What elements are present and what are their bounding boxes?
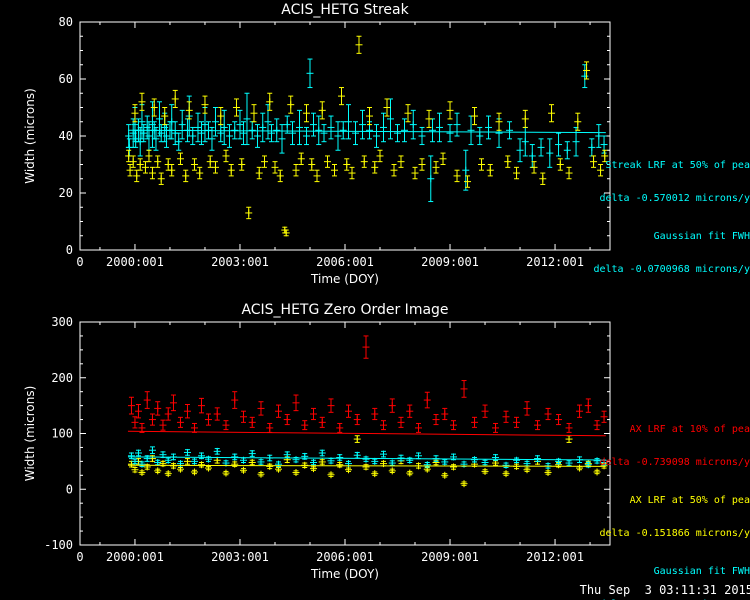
annotation-line: AX LRF at 50% of peak [629,495,750,506]
annotation-line: delta -0.739098 microns/yr [599,457,750,468]
fit-line [127,129,606,134]
zero-order-fit-annotations: AX LRF at 10% of peak delta -0.739098 mi… [599,402,750,600]
tick-labels: 0 2000:001 2003:001 2006:001 2009:001 2012:00… [59,15,584,269]
svg-text:60: 60 [59,72,73,86]
svg-text:0: 0 [66,243,73,257]
svg-text:-100: -100 [44,538,73,552]
annotation-line: Gaussian fit FWHM [653,231,750,242]
y-axis-label: Width (microns) [23,386,37,482]
chart-title: ACIS_HETG Zero Order Image [241,302,448,318]
axis-ticks [79,21,610,251]
chart-streak: 0 2000:001 2003:001 2006:001 2009:001 2012:00… [23,2,611,286]
svg-text:2009:001: 2009:001 [421,550,479,564]
svg-text:300: 300 [51,315,73,329]
svg-text:40: 40 [59,129,73,143]
annotation-line: delta -0.0700968 microns/yr [593,264,750,275]
annotation-line: Streak LRF at 50% of peak [605,160,750,171]
fit-line [127,456,606,461]
svg-text:0: 0 [76,550,83,564]
svg-text:2012:001: 2012:001 [526,255,584,269]
svg-text:2003:001: 2003:001 [211,255,269,269]
streak-fit-annotations: Streak LRF at 50% of peak delta -0.57001… [593,138,750,297]
svg-text:2006:001: 2006:001 [316,255,374,269]
svg-text:0: 0 [76,255,83,269]
svg-text:2012:001: 2012:001 [526,550,584,564]
svg-text:2000:001: 2000:001 [106,255,164,269]
svg-text:2006:001: 2006:001 [316,550,374,564]
y-axis-label: Width (microns) [23,88,37,184]
annotation-line: AX LRF at 10% of peak [629,424,750,435]
x-axis-label: Time (DOY) [310,567,379,581]
annotation-line: Gaussian fit FWHM [653,566,750,577]
svg-text:0: 0 [66,482,73,496]
series-points-ax-lrf-at-10-of-peak [127,335,608,433]
svg-text:2009:001: 2009:001 [421,255,479,269]
svg-text:200: 200 [51,371,73,385]
annotation-line: delta -0.570012 microns/yr [599,193,750,204]
annotation-line: delta -0.151866 microns/yr [599,528,750,539]
series-points-gaussian-fit-fwhm [127,446,608,470]
series-points-streak-lrf-at-50-of-peak [125,58,608,203]
chart-title: ACIS_HETG Streak [281,2,409,18]
svg-text:100: 100 [51,427,73,441]
timestamp: Thu Sep 3 03:11:31 2015 [579,583,750,597]
fit-line [127,430,606,437]
svg-text:20: 20 [59,186,73,200]
chart-zero-order: 0 2000:001 2003:001 2006:001 2009:001 2012:00… [23,302,611,581]
tick-labels: 0 2000:001 2003:001 2006:001 2009:001 2012:00… [44,315,584,564]
axis-ticks [79,321,610,546]
svg-text:2003:001: 2003:001 [211,550,269,564]
svg-text:80: 80 [59,15,73,29]
fit-line [127,464,606,467]
series-points-gaussian-fit-fwhm [125,35,609,237]
svg-text:2000:001: 2000:001 [106,550,164,564]
x-axis-label: Time (DOY) [310,272,379,286]
